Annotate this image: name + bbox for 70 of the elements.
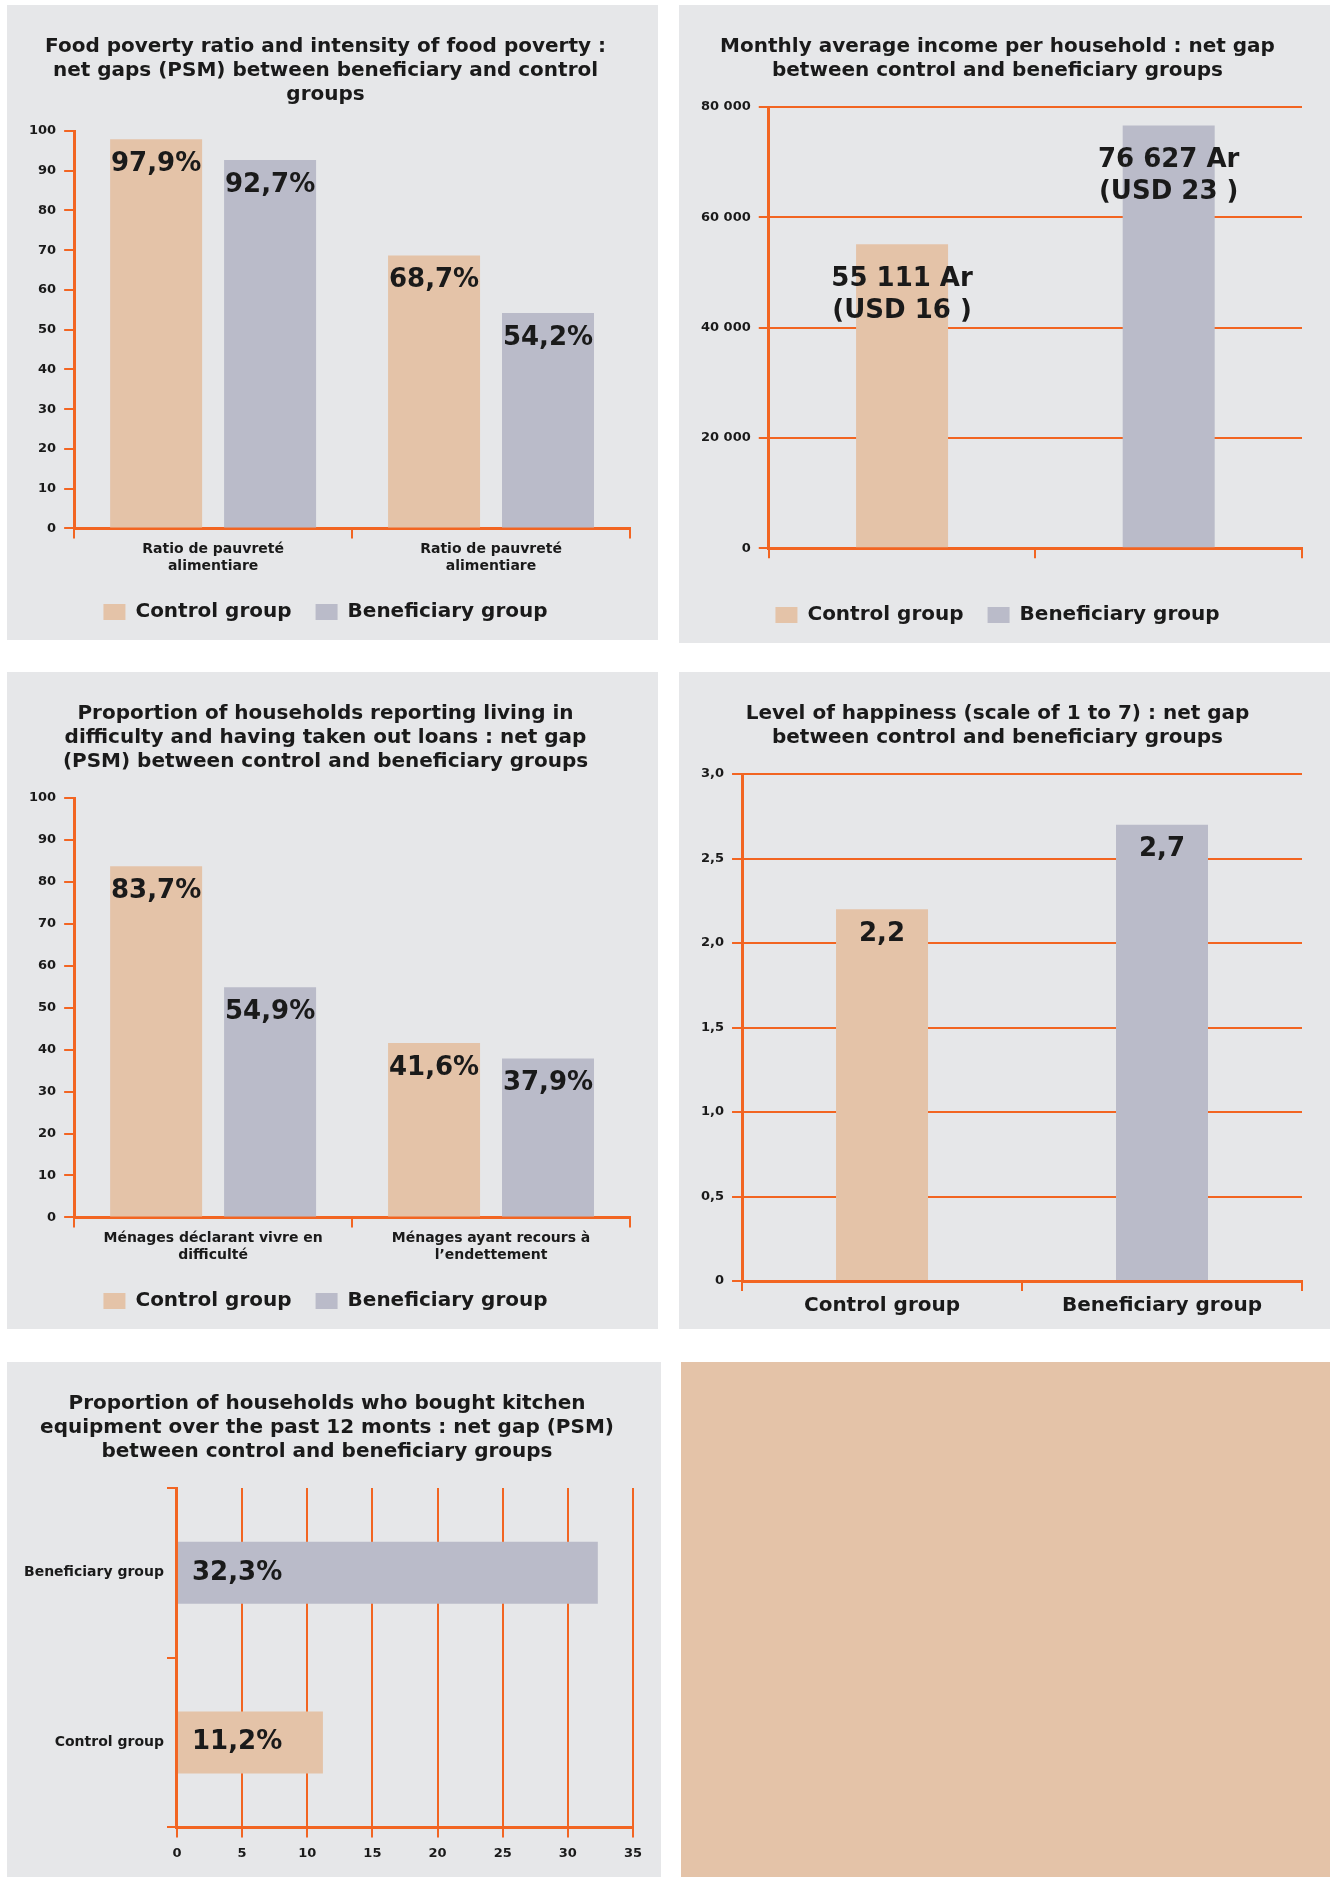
- data-label: 97,9%: [111, 147, 202, 178]
- y-tick-label: 100: [29, 122, 57, 138]
- data-label: 76 627 Ar (USD 23 ): [1097, 143, 1240, 206]
- y-tick-label: 70: [38, 915, 57, 931]
- chart-title: Monthly average income per household : net gap between control and beneficiary groups: [720, 33, 1275, 82]
- y-tick-label: 100: [29, 789, 57, 805]
- x-tick-label: 25: [493, 1844, 512, 1860]
- chart-title: Level of happiness (scale of 1 to 7) : net gap between control and beneficiary groups: [745, 700, 1250, 749]
- data-label: 41,6%: [388, 1050, 480, 1081]
- x-tick-label: 20: [428, 1844, 447, 1860]
- data-label: 2,2: [858, 916, 906, 947]
- y-tick-label: 40 000: [700, 318, 751, 334]
- y-tick-label: 90: [38, 831, 57, 847]
- y-tick-label: 3,0: [701, 765, 725, 781]
- legend-label: Beneficiary group: [347, 598, 548, 623]
- data-label: 11,2%: [191, 1725, 283, 1756]
- y-tick-label: 10: [38, 1166, 57, 1182]
- y-tick-label: 40: [38, 360, 57, 376]
- y-tick-label: 0: [714, 1272, 725, 1288]
- x-tick-label: 30: [558, 1844, 577, 1860]
- x-tick-label: Ménages déclarant vivre en difficulté: [103, 1229, 323, 1263]
- data-label: 83,7%: [111, 874, 202, 905]
- chart-title: Proportion of households who bought kitchen equipment over the past 12 monts : net gap (PSM) between control and beneficiary groups: [40, 1390, 614, 1463]
- x-tick-label: 0: [172, 1844, 182, 1860]
- data-label: 54,2%: [502, 320, 594, 351]
- data-label: 92,7%: [224, 167, 316, 198]
- y-tick-label: 0: [47, 1208, 57, 1224]
- y-tick-label: 70: [38, 241, 57, 257]
- y-tick-label: 80 000: [700, 98, 751, 114]
- legend-label: Control group: [807, 601, 964, 626]
- y-tick-label: 40: [38, 1041, 57, 1057]
- x-tick-label: Ratio de pauvreté alimentiare: [142, 540, 284, 574]
- y-tick-label: 20 000: [700, 429, 751, 445]
- data-label: 68,7%: [388, 263, 480, 294]
- y-tick-label: 60 000: [700, 208, 751, 224]
- y-tick-label: 0,5: [701, 1187, 725, 1203]
- y-tick-label: 30: [38, 1082, 57, 1098]
- y-tick-label: Beneficiary group: [23, 1563, 164, 1580]
- x-tick-label: 35: [623, 1844, 643, 1860]
- legend-label: Beneficiary group: [1019, 601, 1220, 626]
- x-tick-label: 5: [237, 1844, 247, 1860]
- x-tick-label: Ratio de pauvreté alimentiare: [420, 540, 562, 574]
- y-tick-label: Control group: [54, 1733, 164, 1750]
- data-label: 55 111 Ar (USD 16 ): [831, 262, 973, 325]
- y-tick-label: 30: [38, 400, 57, 416]
- y-tick-label: 60: [38, 281, 57, 297]
- chart-title: Food poverty ratio and intensity of food poverty : net gaps (PSM) between beneficiary and control groups: [45, 33, 606, 106]
- x-tick-label: 15: [363, 1844, 382, 1860]
- data-label: 54,9%: [224, 994, 316, 1025]
- data-label: 2,7: [1138, 832, 1186, 863]
- x-tick-label: Ménages ayant recours à l’endettement: [391, 1229, 591, 1263]
- y-tick-label: 2,0: [701, 934, 725, 950]
- data-label: 37,9%: [502, 1066, 594, 1097]
- data-label: 32,3%: [191, 1555, 283, 1586]
- y-tick-label: 2,5: [701, 849, 725, 865]
- y-tick-label: 20: [38, 1124, 57, 1140]
- y-tick-label: 60: [38, 957, 57, 973]
- chart-title: Proportion of households reporting living in difficulty and having taken out loans : net gap (PSM) between control and beneficiary groups: [62, 700, 589, 773]
- y-tick-label: 1,0: [701, 1103, 725, 1119]
- y-tick-label: 10: [38, 480, 57, 496]
- y-tick-label: 80: [38, 201, 57, 217]
- y-tick-label: 0: [47, 519, 57, 535]
- x-tick-label: 10: [298, 1844, 317, 1860]
- y-tick-label: 90: [38, 162, 57, 178]
- y-tick-label: 1,5: [701, 1018, 725, 1034]
- y-tick-label: 50: [38, 321, 57, 337]
- y-tick-label: 50: [38, 999, 57, 1015]
- legend-label: Control group: [135, 598, 292, 623]
- y-tick-label: 20: [38, 440, 57, 456]
- y-tick-label: 80: [38, 873, 57, 889]
